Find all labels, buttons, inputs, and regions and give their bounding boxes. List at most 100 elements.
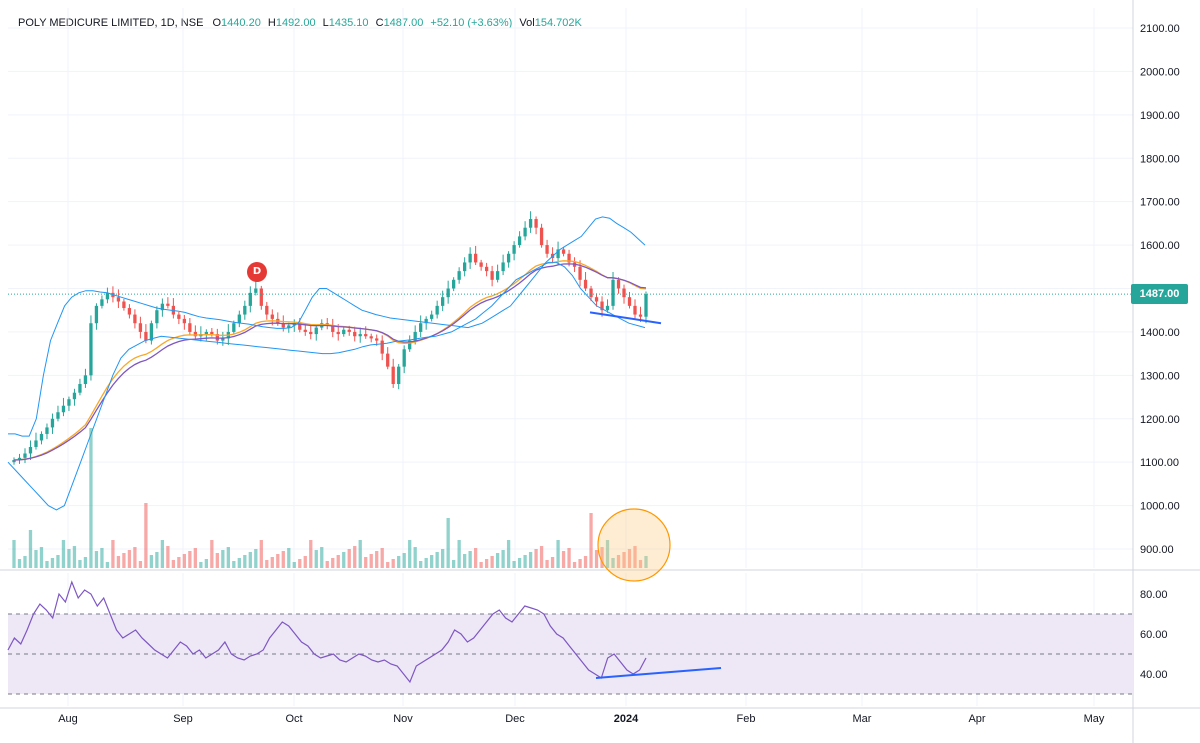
- volume-bar: [12, 540, 16, 568]
- price-tick-label: 1700.00: [1140, 197, 1180, 209]
- candle-body: [391, 366, 395, 385]
- candle-body: [166, 303, 170, 306]
- candle-body: [72, 392, 77, 400]
- volume-bar: [375, 551, 379, 568]
- candle-body: [17, 457, 22, 460]
- volume-bar: [116, 556, 121, 568]
- grid-lines: [8, 8, 1133, 706]
- volume-bar: [572, 562, 577, 568]
- volume-bar: [155, 552, 159, 568]
- volume-bar: [550, 557, 555, 568]
- time-tick-label: Mar: [853, 713, 872, 725]
- candle-body: [281, 323, 285, 328]
- price-tick-label: 1800.00: [1140, 153, 1180, 165]
- volume-bar: [627, 549, 632, 568]
- volume-bar: [517, 558, 522, 568]
- candle-body: [539, 227, 544, 246]
- volume-bar: [56, 555, 60, 568]
- candle-body: [358, 334, 362, 337]
- volume-bar: [320, 547, 324, 568]
- volume-bars: [12, 428, 648, 568]
- volume-bar: [600, 547, 604, 568]
- time-tick-label: Aug: [58, 713, 78, 725]
- volume-bar: [149, 555, 154, 568]
- volume-bar: [254, 549, 258, 568]
- candle-body: [397, 366, 401, 385]
- bollinger-upper-line: [8, 216, 646, 437]
- rsi-trendline: [595, 667, 722, 679]
- price-tick-label: 1400.00: [1140, 327, 1180, 339]
- candle-body: [534, 219, 538, 228]
- volume-bar: [435, 552, 439, 568]
- volume-bar: [160, 540, 165, 568]
- chart-legend: POLY MEDICURE LIMITED, 1D, NSE O1440.20 …: [18, 17, 582, 29]
- volume-bar: [506, 540, 511, 568]
- volume-bar: [462, 554, 467, 568]
- volume-bar: [523, 555, 527, 568]
- high-value: 1492.00: [275, 17, 316, 29]
- volume-bar: [94, 551, 99, 568]
- dividend-marker-icon[interactable]: D: [247, 262, 267, 282]
- volume-bar: [490, 556, 494, 568]
- volume-bar: [353, 546, 357, 568]
- candle-body: [127, 308, 132, 315]
- time-tick-label: May: [1084, 713, 1105, 725]
- candle-body: [237, 314, 241, 324]
- volume-bar: [133, 547, 137, 568]
- candle-body: [495, 271, 500, 280]
- candle-body: [50, 418, 55, 428]
- candle-body: [61, 405, 66, 413]
- candle-body: [452, 279, 456, 289]
- symbol-label: POLY MEDICURE LIMITED, 1D, NSE: [18, 17, 204, 29]
- candle-body: [457, 271, 461, 280]
- candle-body: [221, 338, 225, 341]
- candle-body: [83, 375, 88, 385]
- volume-bar: [34, 550, 38, 568]
- candle-body: [380, 340, 384, 354]
- candle-body: [419, 323, 423, 332]
- volume-bar: [331, 558, 335, 568]
- bollinger-lower-line: [7, 261, 646, 511]
- candle-body: [56, 412, 60, 419]
- price-tick-label: 1600.00: [1140, 240, 1180, 252]
- volume-bar: [446, 518, 450, 568]
- volume-bar: [484, 559, 489, 568]
- volume-bar: [188, 551, 192, 568]
- close-label: C: [375, 17, 384, 29]
- last-price-tag: 1487.00: [1131, 284, 1188, 304]
- candle-body: [265, 305, 269, 315]
- candle-body: [248, 292, 252, 306]
- volume-bar: [419, 561, 423, 568]
- volume-bar: [105, 562, 110, 568]
- volume-bar: [303, 556, 307, 568]
- candle-body: [347, 329, 351, 332]
- price-tick-label: 2100.00: [1140, 23, 1180, 35]
- candle-body: [627, 297, 632, 306]
- price-tick-label: 900.00: [1140, 544, 1174, 556]
- volume-bar: [177, 557, 181, 568]
- candle-body: [45, 427, 49, 434]
- candle-body: [446, 288, 450, 298]
- volume-bar: [166, 546, 170, 568]
- volume-bar: [276, 554, 280, 568]
- candle-body: [23, 453, 27, 458]
- candle-body: [567, 253, 571, 263]
- candle-body: [298, 323, 302, 330]
- candle-body: [122, 301, 126, 309]
- volume-bar: [39, 547, 44, 568]
- open-value: 1440.20: [221, 17, 261, 29]
- candle-body: [413, 331, 417, 341]
- candle-body: [600, 301, 604, 311]
- volume-bar: [83, 557, 88, 568]
- candle-body: [506, 253, 511, 263]
- volume-bar: [89, 428, 93, 568]
- volume-bar: [111, 540, 115, 568]
- volume-bar: [138, 561, 143, 568]
- candle-body: [331, 325, 335, 332]
- candle-body: [490, 271, 494, 280]
- candle-body: [105, 292, 110, 300]
- volume-bar: [644, 556, 648, 568]
- candle-body: [578, 266, 582, 280]
- candle-body: [644, 294, 648, 317]
